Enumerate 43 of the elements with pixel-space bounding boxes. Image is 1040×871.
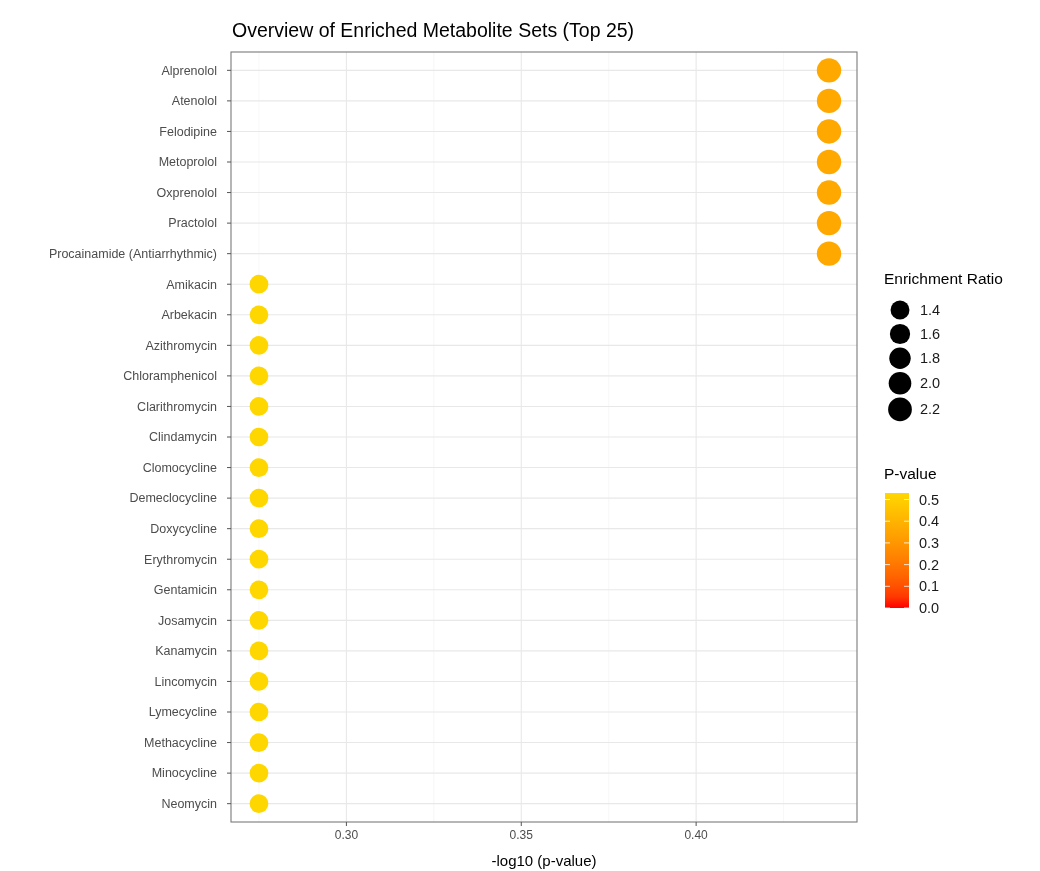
x-tick-label: 0.30 [334,828,359,842]
y-tick-label: Erythromycin [144,552,218,567]
y-tick-label: Alprenolol [161,63,217,78]
legend-label: 1.8 [920,350,941,367]
y-tick-label: Amikacin [166,277,218,292]
y-tick-label: Practolol [168,216,217,231]
y-tick-label: Clomocycline [142,460,218,475]
y-tick-label: Arbekacin [161,308,218,323]
y-tick-label: Kanamycin [155,644,218,659]
color-bar-label: 0.2 [919,556,940,573]
color-bar-label: 0.4 [919,513,940,530]
color-bar-label: 0.1 [919,578,940,595]
y-tick-label: Atenolol [171,94,217,109]
y-tick-label: Procainamide (Antiarrhythmic) [48,247,217,262]
chart-title: Overview of Enriched Metabolite Sets (Top 25) [232,19,635,41]
x-tick-label: 0.35 [509,828,534,842]
y-tick-label: Gentamicin [153,583,218,598]
color-bar-title: P-value [884,465,937,482]
legend-label: 2.0 [920,375,941,392]
y-tick-label: Clindamycin [148,430,218,445]
y-tick-label: Clarithromycin [137,399,218,414]
y-tick-label: Demeclocycline [129,491,218,506]
y-tick-label: Lymecycline [148,705,218,720]
legend-label: 1.6 [920,326,941,343]
y-tick-label: Methacycline [144,735,218,750]
y-tick-label: Minocycline [151,766,218,781]
y-tick-label: Josamycin [157,613,218,628]
y-tick-label: Chloramphenicol [123,369,217,384]
y-tick-label: Doxycycline [150,522,218,537]
legend-label: 1.4 [920,302,941,319]
y-tick-label: Felodipine [159,124,218,139]
legend-title: Enrichment Ratio [884,270,1003,287]
y-tick-label: Azithromycin [145,338,218,353]
x-tick-label: 0.40 [684,828,709,842]
x-axis-title: -log10 (p-value) [491,852,597,869]
color-bar-label: 0.5 [919,491,940,508]
y-tick-label: Lincomycin [154,674,218,689]
color-bar-label: 0.0 [919,600,940,617]
y-tick-label: Metoprolol [158,155,217,170]
legend-label: 2.2 [920,401,941,418]
y-tick-label: Neomycin [161,797,218,812]
color-bar-label: 0.3 [919,534,940,551]
y-tick-label: Oxprenolol [156,185,217,200]
